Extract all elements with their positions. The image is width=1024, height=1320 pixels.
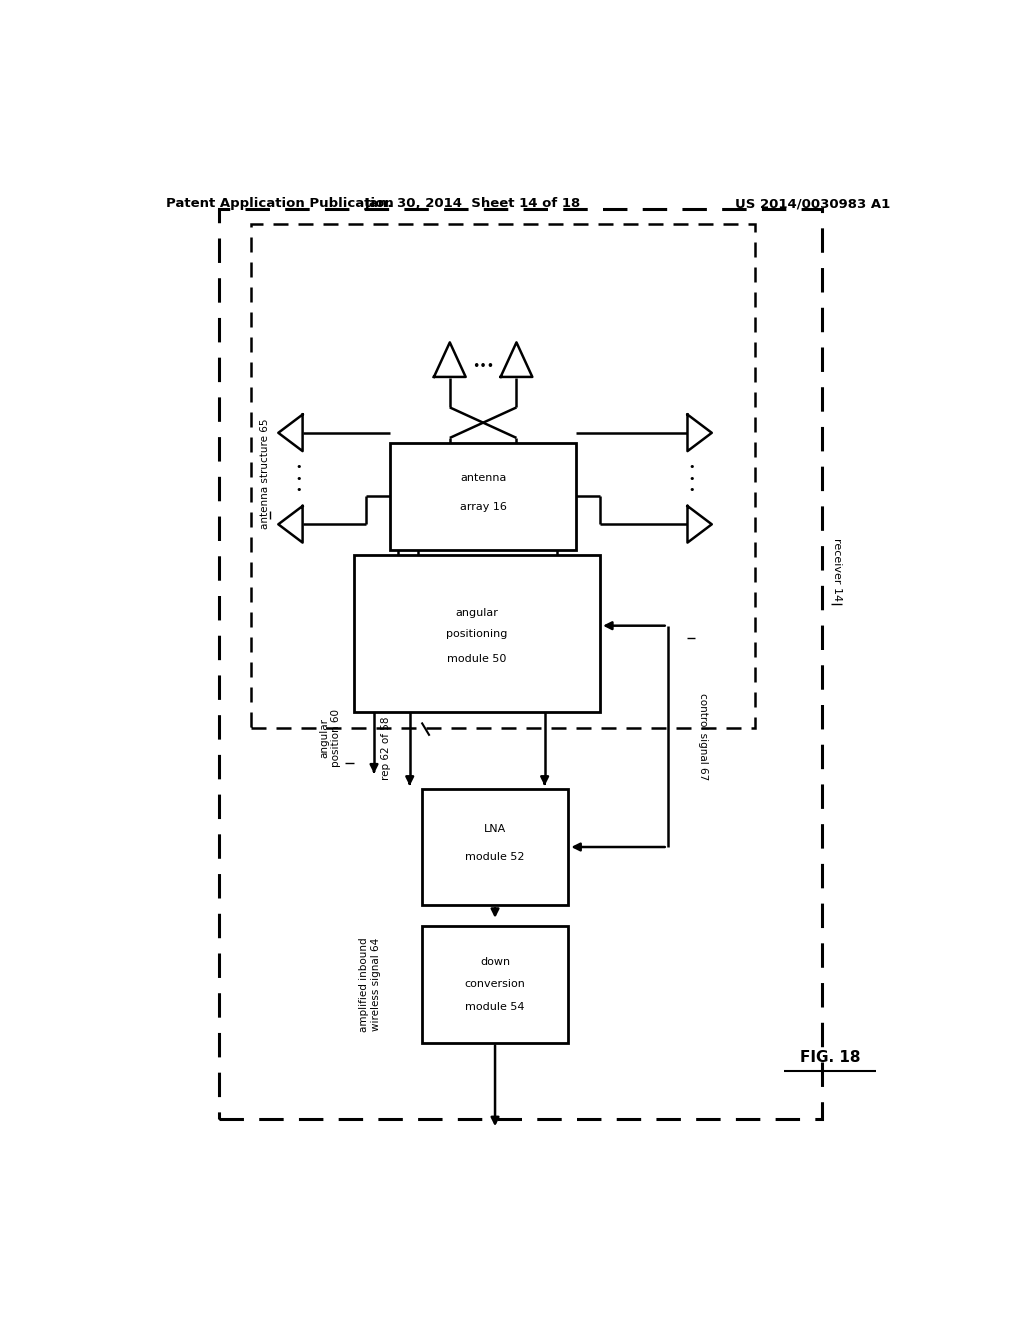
Text: Jan. 30, 2014  Sheet 14 of 18: Jan. 30, 2014 Sheet 14 of 18 [366, 197, 582, 210]
Text: •
•
•: • • • [295, 462, 302, 495]
Text: module 52: module 52 [465, 853, 524, 862]
Text: amplified inbound
wireless signal 64: amplified inbound wireless signal 64 [359, 937, 381, 1031]
Text: •••: ••• [472, 360, 495, 374]
Bar [422, 925, 568, 1043]
Bar [251, 224, 755, 727]
Text: module 50: module 50 [447, 653, 507, 664]
Bar [422, 788, 568, 906]
Text: conversion: conversion [465, 979, 525, 989]
Bar [219, 210, 822, 1119]
Bar [390, 444, 577, 549]
Text: antenna: antenna [460, 473, 506, 483]
Text: array 16: array 16 [460, 502, 507, 512]
Text: FIG. 18: FIG. 18 [800, 1051, 860, 1065]
Bar [354, 554, 600, 713]
Text: rep 62 of 58: rep 62 of 58 [381, 717, 391, 780]
Text: module 54: module 54 [465, 1002, 524, 1011]
Text: control signal 67: control signal 67 [698, 693, 709, 780]
Text: Patent Application Publication: Patent Application Publication [166, 197, 394, 210]
Text: angular: angular [456, 609, 499, 618]
Text: antenna structure 65: antenna structure 65 [260, 418, 270, 529]
Text: US 2014/0030983 A1: US 2014/0030983 A1 [734, 197, 890, 210]
Text: positioning: positioning [446, 628, 508, 639]
Text: LNA: LNA [484, 824, 506, 834]
Text: down: down [480, 957, 510, 966]
Text: receiver 14: receiver 14 [831, 539, 842, 602]
Text: •
•
•: • • • [688, 462, 694, 495]
Text: angular
position 60: angular position 60 [319, 709, 341, 767]
